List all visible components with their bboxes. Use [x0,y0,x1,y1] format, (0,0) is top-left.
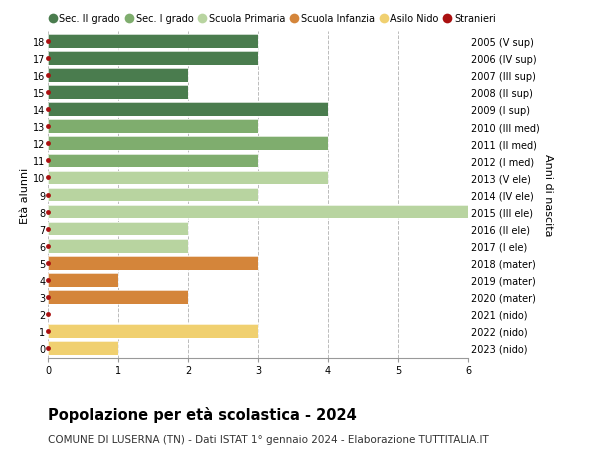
Bar [48,205,468,219]
Bar [48,120,258,134]
Bar [48,69,188,83]
Bar [48,120,258,134]
Bar [48,324,258,338]
Bar [48,222,188,236]
Bar [48,154,258,168]
Bar [48,239,188,253]
Bar [48,273,118,287]
Bar [48,52,258,66]
Legend: Sec. II grado, Sec. I grado, Scuola Primaria, Scuola Infanzia, Asilo Nido, Stran: Sec. II grado, Sec. I grado, Scuola Prim… [49,14,496,24]
Bar [48,222,188,236]
Bar [48,171,328,185]
Text: COMUNE DI LUSERNA (TN) - Dati ISTAT 1° gennaio 2024 - Elaborazione TUTTITALIA.IT: COMUNE DI LUSERNA (TN) - Dati ISTAT 1° g… [48,434,489,444]
Bar [48,86,188,100]
Bar [48,324,258,338]
Bar [48,290,188,304]
Bar [48,256,258,270]
Bar [48,103,328,117]
Bar [48,256,258,270]
Bar [48,86,188,100]
Bar [48,154,258,168]
Bar [48,35,258,49]
Bar [48,188,258,202]
Bar [48,188,258,202]
Text: Popolazione per età scolastica - 2024: Popolazione per età scolastica - 2024 [48,406,357,422]
Bar [48,103,328,117]
Bar [48,205,468,219]
Bar [48,137,328,151]
Y-axis label: Età alunni: Età alunni [20,167,30,223]
Bar [48,35,258,49]
Bar [48,341,118,355]
Bar [48,52,258,66]
Y-axis label: Anni di nascita: Anni di nascita [544,154,553,236]
Bar [48,341,118,355]
Bar [48,273,118,287]
Bar [48,290,188,304]
Bar [48,239,188,253]
Bar [48,69,188,83]
Bar [48,171,328,185]
Bar [48,137,328,151]
